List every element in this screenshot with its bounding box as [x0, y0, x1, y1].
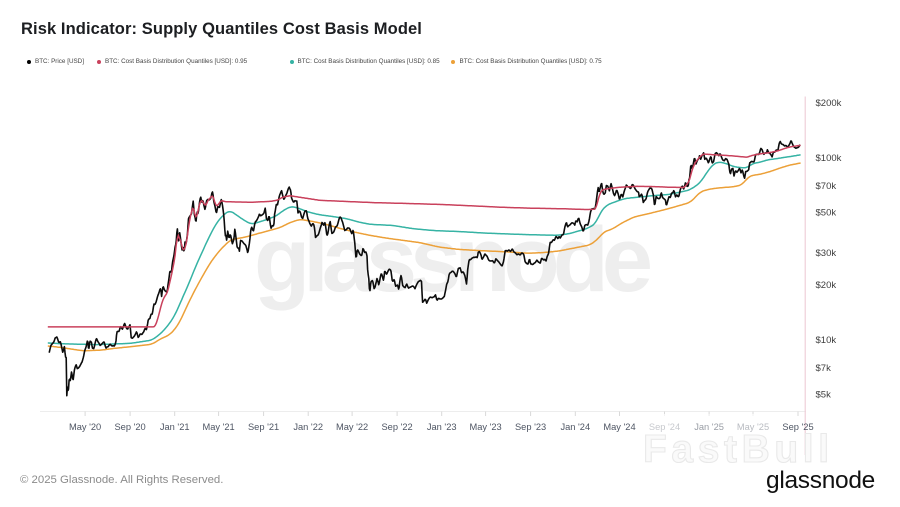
svg-text:Sep '25: Sep '25 [782, 422, 813, 432]
svg-text:$100k: $100k [816, 153, 842, 164]
svg-text:Jan '23: Jan '23 [427, 422, 457, 432]
svg-text:Sep '22: Sep '22 [381, 422, 412, 432]
svg-text:Jan '25: Jan '25 [694, 422, 724, 432]
svg-text:Jan '21: Jan '21 [160, 422, 190, 432]
svg-text:Jan '22: Jan '22 [293, 422, 323, 432]
svg-text:$7k: $7k [816, 363, 832, 374]
svg-text:May '21: May '21 [202, 422, 234, 432]
svg-text:$5k: $5k [816, 390, 832, 401]
svg-text:May '24: May '24 [603, 422, 635, 432]
svg-text:$50k: $50k [816, 208, 837, 219]
svg-text:Sep '23: Sep '23 [515, 422, 546, 432]
svg-text:$10k: $10k [816, 335, 837, 346]
svg-text:May '22: May '22 [336, 422, 368, 432]
svg-text:Sep '20: Sep '20 [114, 422, 145, 432]
svg-text:May '20: May '20 [69, 422, 101, 432]
svg-text:$30k: $30k [816, 248, 837, 259]
svg-text:Jan '24: Jan '24 [560, 422, 590, 432]
svg-text:May '23: May '23 [469, 422, 501, 432]
svg-text:$20k: $20k [816, 280, 837, 291]
svg-text:Sep '21: Sep '21 [248, 422, 279, 432]
svg-text:$200k: $200k [816, 98, 842, 109]
svg-text:FastBull: FastBull [643, 428, 834, 471]
svg-text:$70k: $70k [816, 181, 837, 192]
